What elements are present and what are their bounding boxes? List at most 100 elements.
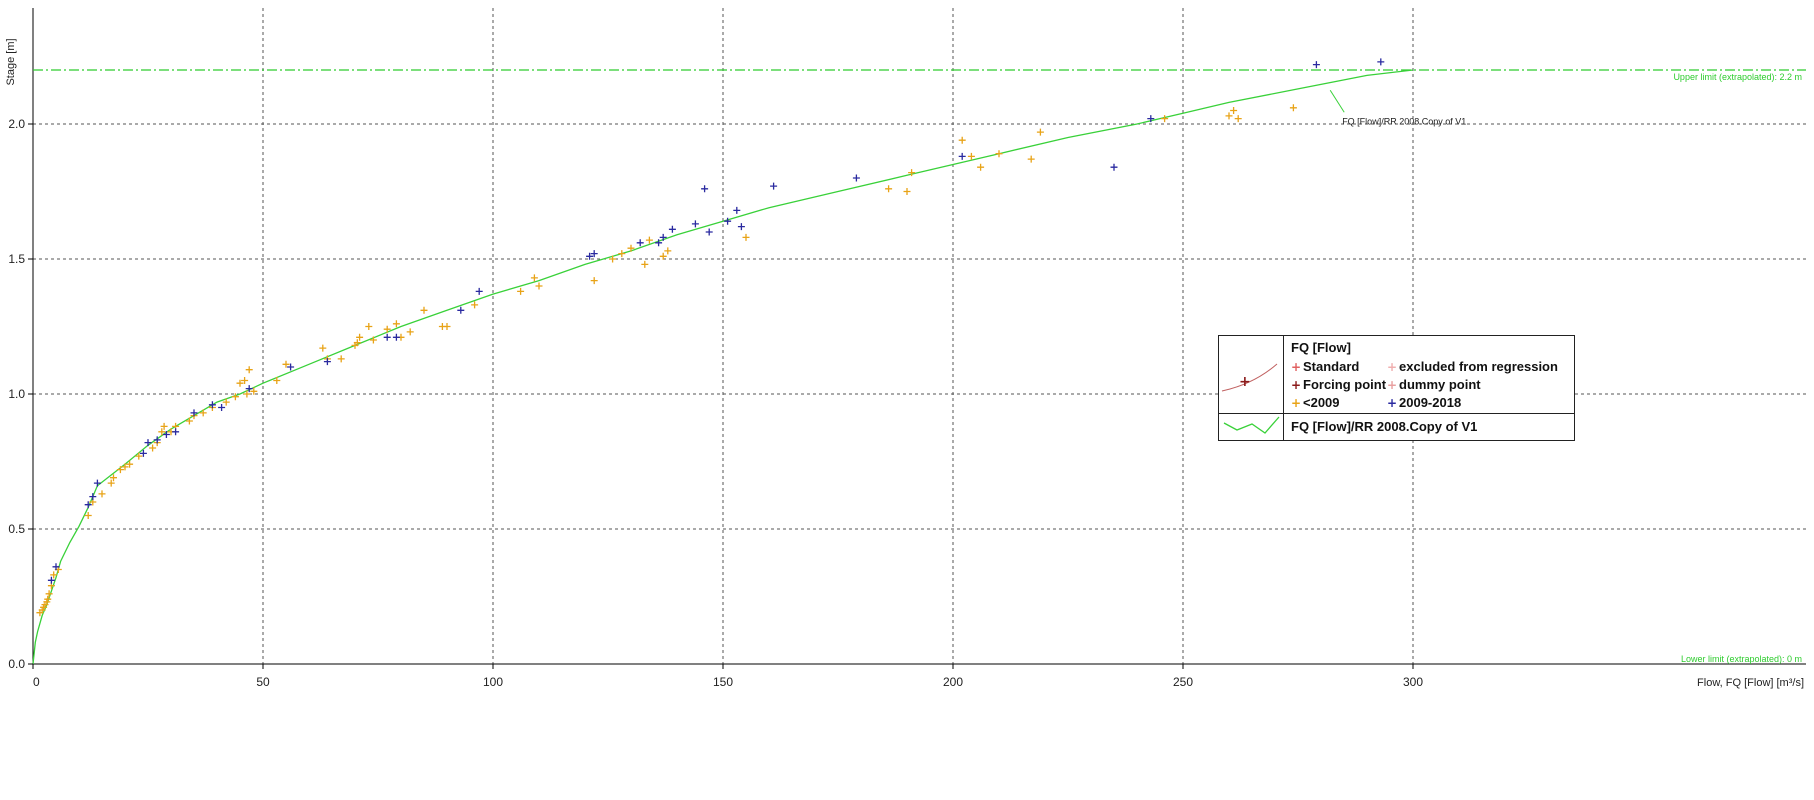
- y-tick-label: 0.5: [8, 522, 25, 536]
- data-point: [245, 385, 253, 393]
- data-point: [126, 460, 134, 468]
- axes: [29, 8, 1806, 668]
- y-tick-label: 0.0: [8, 657, 25, 671]
- y-axis-label: Stage [m]: [5, 38, 17, 85]
- data-point: [93, 479, 101, 487]
- data-point: [586, 252, 594, 260]
- data-point: [319, 344, 327, 352]
- x-axis-label: Flow, FQ [Flow] [m³/s]: [1697, 677, 1804, 689]
- data-point: [1312, 61, 1320, 69]
- data-point: [1147, 115, 1155, 123]
- data-point: [457, 306, 465, 314]
- legend-item-excluded: excluded from regression: [1399, 359, 1558, 374]
- data-point: [406, 328, 414, 336]
- data-point: [1161, 115, 1169, 123]
- data-point: [98, 490, 106, 498]
- data-point: [50, 571, 58, 579]
- data-point: [208, 401, 216, 409]
- data-point: [724, 217, 732, 225]
- annotations: Stage [m] Flow, FQ [Flow] [m³/s] Upper l…: [5, 38, 1804, 689]
- data-point: [609, 255, 617, 263]
- legend-title: FQ [Flow]: [1291, 340, 1351, 355]
- data-point: [420, 306, 428, 314]
- data-point: [158, 428, 166, 436]
- lower-limit-label: Lower limit (extrapolated): 0 m: [1681, 654, 1802, 664]
- data-point: [45, 590, 53, 598]
- data-point: [273, 377, 281, 384]
- data-point: [199, 409, 207, 417]
- legend-curve-label: FQ [Flow]/RR 2008.Copy of V1: [1291, 419, 1478, 434]
- data-point: [636, 239, 644, 247]
- data-point: [287, 363, 295, 371]
- curve-annotation: FQ [Flow]/RR 2008.Copy of V1: [1342, 116, 1466, 126]
- data-point: [84, 501, 92, 509]
- rating-curve-line: [32, 69, 1414, 665]
- data-point: [471, 301, 479, 309]
- svg-text:+: +: [1239, 374, 1251, 390]
- data-point: [1234, 115, 1242, 123]
- data-point: [222, 398, 230, 406]
- data-point: [162, 431, 170, 438]
- x-tick-label: 150: [713, 675, 733, 689]
- upper-limit-label: Upper limit (extrapolated): 2.2 m: [1673, 72, 1802, 82]
- x-tick-label: 300: [1403, 675, 1423, 689]
- data-point: [44, 595, 52, 603]
- data-point: [185, 417, 193, 425]
- data-point: [121, 463, 129, 471]
- y-tick-label: 1.0: [8, 387, 25, 401]
- data-point: [1377, 58, 1385, 66]
- legend: + FQ [Flow] + Standard + excluded from r…: [1218, 335, 1575, 441]
- data-point: [659, 233, 667, 241]
- legend-marker-standard: +: [1291, 360, 1302, 374]
- data-points: [36, 58, 1385, 617]
- data-point: [282, 360, 290, 368]
- data-point: [535, 282, 543, 290]
- x-tick-label: 100: [483, 675, 503, 689]
- y-tick-label: 1.5: [8, 252, 25, 266]
- data-point: [144, 439, 152, 447]
- data-point: [250, 387, 258, 395]
- data-point: [231, 393, 239, 401]
- data-point: [733, 206, 741, 214]
- data-point: [885, 185, 893, 193]
- data-point: [172, 428, 180, 436]
- data-point: [475, 287, 483, 295]
- data-point: [645, 236, 653, 244]
- data-point: [903, 188, 911, 195]
- data-point: [135, 452, 143, 460]
- data-point: [1289, 104, 1297, 112]
- legend-marker-dummy: +: [1387, 378, 1398, 392]
- data-point: [995, 150, 1003, 158]
- data-point: [392, 333, 400, 341]
- x-tick-label: 200: [943, 675, 963, 689]
- legend-curve-icon: [1223, 416, 1280, 434]
- data-point: [705, 228, 713, 236]
- data-point: [236, 379, 244, 387]
- data-point: [383, 333, 391, 341]
- data-point: [243, 390, 251, 398]
- legend-item-dummy: dummy point: [1399, 377, 1481, 392]
- legend-marker-2009-2018: +: [1387, 396, 1398, 410]
- data-point: [701, 185, 709, 193]
- data-point: [590, 277, 598, 285]
- data-point: [1225, 112, 1233, 120]
- data-point: [365, 323, 373, 330]
- curve-annotation-leader: [1329, 89, 1345, 113]
- data-point: [47, 576, 55, 584]
- data-point: [369, 336, 377, 344]
- legend-marker-pre2009: +: [1291, 396, 1302, 410]
- legend-divider: [1219, 413, 1574, 414]
- x-tick-label: 0: [33, 675, 40, 689]
- data-point: [356, 333, 364, 341]
- data-point: [337, 355, 345, 363]
- legend-marker-excluded: +: [1387, 360, 1398, 374]
- data-point: [517, 287, 525, 295]
- data-point: [742, 233, 750, 241]
- data-point: [770, 182, 778, 190]
- data-point: [977, 163, 985, 171]
- data-point: [353, 339, 361, 347]
- data-point: [52, 563, 60, 571]
- data-point: [852, 174, 860, 182]
- data-point: [323, 358, 331, 366]
- legend-item-standard: Standard: [1303, 359, 1360, 374]
